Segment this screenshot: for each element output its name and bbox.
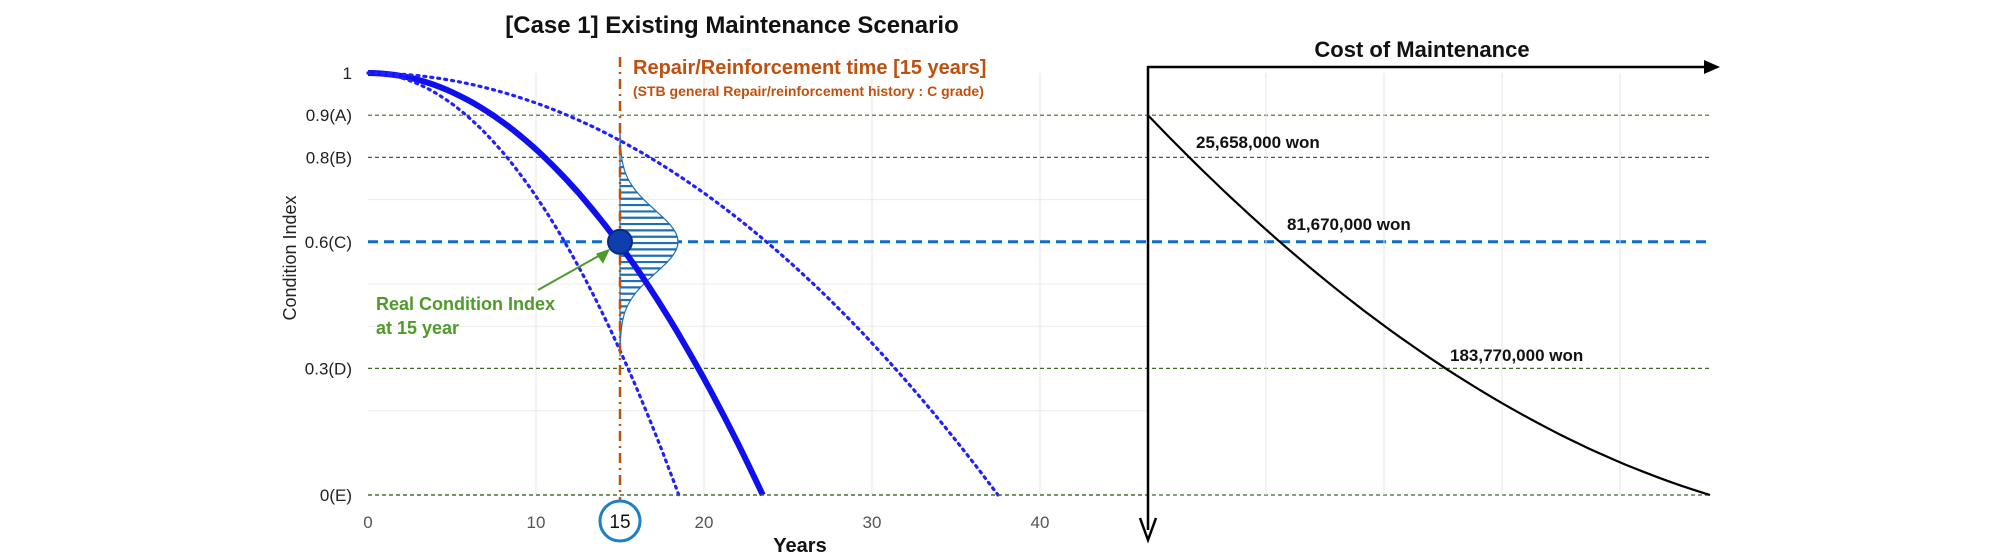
left-axes: 0 10 15 20 30 40 1 0.9(A) 0.8(B) 0.6(C) 0.3(D) 0(E) (305, 64, 1148, 543)
bound-deterioration-curve (366, 71, 681, 497)
y-axis-label: Condition Index (280, 195, 300, 320)
cost-label-b: 81,670,000 won (1287, 215, 1411, 234)
cost-chart-title: Cost of Maintenance (1314, 37, 1529, 62)
mean-deterioration-curve (367, 70, 766, 497)
x-tick-label: 40 (1031, 513, 1050, 532)
x-tick-label: 10 (527, 513, 546, 532)
real-condition-marker (607, 228, 633, 255)
y-tick-label: 1 (343, 64, 352, 83)
x-tick-label: 0 (363, 513, 372, 532)
cost-y-axis-arrow (1138, 517, 1158, 544)
y-tick-label: 0.9(A) (306, 106, 352, 125)
deterioration-curves (366, 70, 1000, 497)
right-gridlines (1265, 73, 1621, 495)
real-condition-arrow (537, 250, 607, 291)
y-tick-label: 0.3(D) (305, 359, 352, 378)
y-tick-label: 0.8(B) (306, 148, 352, 167)
y-tick-label: 0(E) (320, 486, 352, 505)
chart-title: [Case 1] Existing Maintenance Scenario (505, 12, 958, 39)
cost-label-c: 183,770,000 won (1450, 346, 1583, 365)
cost-x-axis-arrow (1704, 60, 1720, 74)
x-tick-label: 20 (695, 513, 714, 532)
y-tick-label: 0.6(C) (305, 233, 352, 252)
x-tick-label: 15 (609, 512, 630, 533)
real-condition-label-line1: Real Condition Index (376, 294, 555, 314)
highlight-15-circle (598, 499, 642, 543)
left-gridlines (368, 73, 1148, 495)
distribution-outline (619, 122, 679, 357)
x-axis-label: Years (773, 535, 826, 557)
cost-curve (1147, 114, 1711, 497)
real-condition-arrowhead (596, 248, 610, 264)
cost-chart (1138, 60, 1720, 544)
condition-guide-lines (368, 114, 1710, 496)
x-tick-label: 30 (863, 513, 882, 532)
left-annotations (537, 57, 633, 500)
repair-time-label: Repair/Reinforcement time [15 years] (633, 57, 986, 79)
real-condition-label-line2: at 15 year (376, 318, 459, 338)
repair-history-label: (STB general Repair/reinforcement histor… (633, 83, 984, 99)
bound-deterioration-curve (366, 71, 1000, 497)
cost-label-a: 25,658,000 won (1196, 133, 1320, 152)
